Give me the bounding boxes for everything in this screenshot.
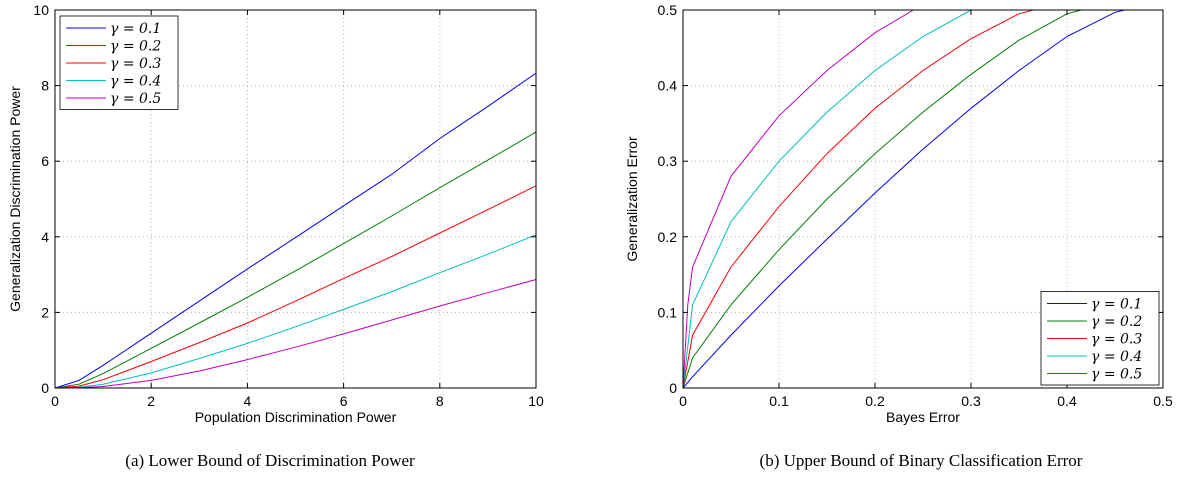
legend: γ = 0.1 γ = 0.2γ = 0.3 γ = 0.4γ = 0.5 — [59, 15, 179, 110]
x-tick-label: 0.1 — [769, 393, 789, 409]
x-tick-label: 10 — [528, 393, 544, 409]
x-tick-label: 4 — [244, 393, 252, 409]
series-line-5 — [54, 279, 537, 389]
series-line-3 — [682, 9, 1163, 389]
legend-label: γ = 0.2 — [110, 39, 161, 55]
y-tick-label: 0 — [669, 380, 677, 396]
y-tick-label: 6 — [41, 153, 49, 169]
y-tick-label: 8 — [41, 78, 49, 94]
figure-caption: (b) Upper Bound of Binary Classification… — [760, 451, 1083, 470]
x-tick-label: 0 — [51, 393, 59, 409]
series-line-2 — [54, 131, 537, 389]
series-line-1 — [54, 72, 537, 389]
legend-label: γ = 0.3 — [1091, 332, 1142, 348]
figure-caption: (a) Lower Bound of Discrimination Power — [125, 451, 415, 470]
legend-label: γ = 0.5 — [1091, 367, 1142, 383]
x-axis-label: Bayes Error — [886, 409, 960, 425]
y-tick-label: 0.3 — [658, 153, 678, 169]
x-tick-label: 0.4 — [1057, 393, 1077, 409]
y-tick-label: 2 — [41, 304, 49, 320]
y-tick-label: 0.2 — [658, 229, 678, 245]
legend-label: γ = 0.4 — [1091, 349, 1142, 365]
y-tick-label: 4 — [41, 229, 49, 245]
series-line-5 — [682, 9, 1163, 389]
x-tick-label: 6 — [340, 393, 348, 409]
chart-b: 0 0.1 0.2 0.3 0.4 0.5 0 0.1 0.2 0.3 0.4 0.5 Bayes Er… — [624, 2, 1173, 470]
series-line-2 — [682, 9, 1163, 389]
plot-frame — [682, 9, 1164, 389]
x-axis-label: Population Discrimination Power — [195, 409, 397, 425]
legend: γ = 0.1γ = 0.2 γ = 0.3γ = 0.4 γ = 0.5 — [1040, 291, 1160, 386]
x-tick-label: 0 — [679, 393, 687, 409]
series-line-3 — [54, 185, 537, 389]
legend-label: γ = 0.3 — [110, 56, 161, 72]
y-tick-label: 10 — [33, 2, 49, 18]
series-line-4 — [54, 234, 537, 389]
series-line-1 — [682, 9, 1163, 389]
y-tick-label: 0.5 — [658, 2, 678, 18]
x-tick-label: 2 — [147, 393, 155, 409]
chart-a: 0 2 4 6 8 10 0 2 4 6 8 10 Population Discrimination … — [7, 2, 544, 470]
y-axis-label: Generalization Error — [624, 136, 640, 262]
x-tick-label: 0.3 — [961, 393, 981, 409]
legend-label: γ = 0.1 — [1091, 297, 1142, 313]
legend-label: γ = 0.5 — [110, 91, 161, 107]
legend-label: γ = 0.1 — [110, 21, 161, 37]
y-tick-label: 0.4 — [658, 78, 678, 94]
legend-label: γ = 0.2 — [1091, 314, 1142, 330]
legend-label: γ = 0.4 — [110, 74, 161, 90]
y-tick-label: 0 — [41, 380, 49, 396]
series-line-4 — [682, 9, 1163, 389]
y-axis-label: Generalization Discrimination Power — [7, 86, 23, 312]
plot-frame — [54, 9, 537, 389]
x-tick-label: 8 — [436, 393, 444, 409]
x-tick-label: 0.2 — [865, 393, 885, 409]
y-tick-label: 0.1 — [658, 304, 678, 320]
x-tick-label: 0.5 — [1153, 393, 1173, 409]
